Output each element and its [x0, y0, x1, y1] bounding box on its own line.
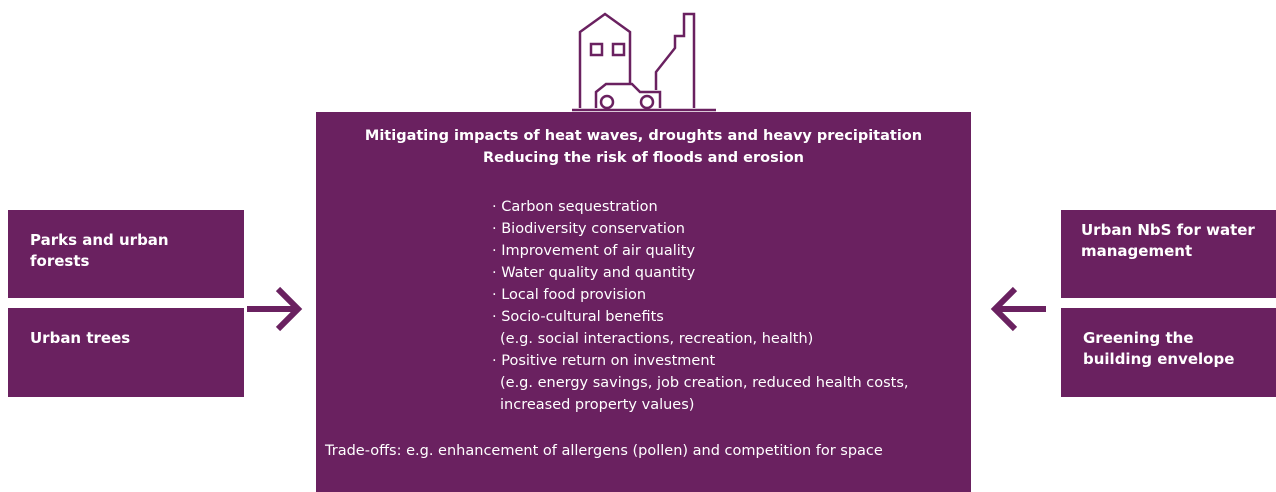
arrow — [990, 286, 1046, 332]
benefit: · Socio-cultural benefits — [492, 309, 664, 325]
benefit: · Biodiversity conservation — [492, 221, 685, 237]
benefit: · Water quality and quantity — [492, 265, 696, 281]
right-box: Urban NbS for water management — [1061, 210, 1276, 298]
trade-offs: Trade-offs: e.g. enhancement of allergen… — [325, 443, 883, 459]
left-box: Parks and urban forests — [8, 210, 244, 298]
city-icon — [572, 12, 716, 112]
center-box: Mitigating impacts of heat waves, drough… — [316, 112, 971, 492]
benefit: · Positive return on investment — [492, 353, 716, 369]
benefit: · Local food provision — [492, 287, 647, 303]
benefit-note: (e.g. social interactions, recreation, h… — [500, 331, 814, 347]
right-box: Greening the building envelope — [1061, 308, 1276, 397]
heading: Mitigating impacts of heat waves, drough… — [364, 128, 923, 144]
arrow — [247, 286, 303, 332]
benefit-list: · Carbon sequestration · Biodiversity con… — [492, 196, 932, 416]
heading: Reducing the risk of floods and erosion — [482, 150, 804, 166]
benefit-note: (e.g. energy savings, job creation, redu… — [500, 375, 909, 413]
benefit: · Carbon sequestration — [492, 199, 658, 215]
benefit: · Improvement of air quality — [492, 243, 696, 259]
left-box: Urban trees — [8, 308, 244, 397]
